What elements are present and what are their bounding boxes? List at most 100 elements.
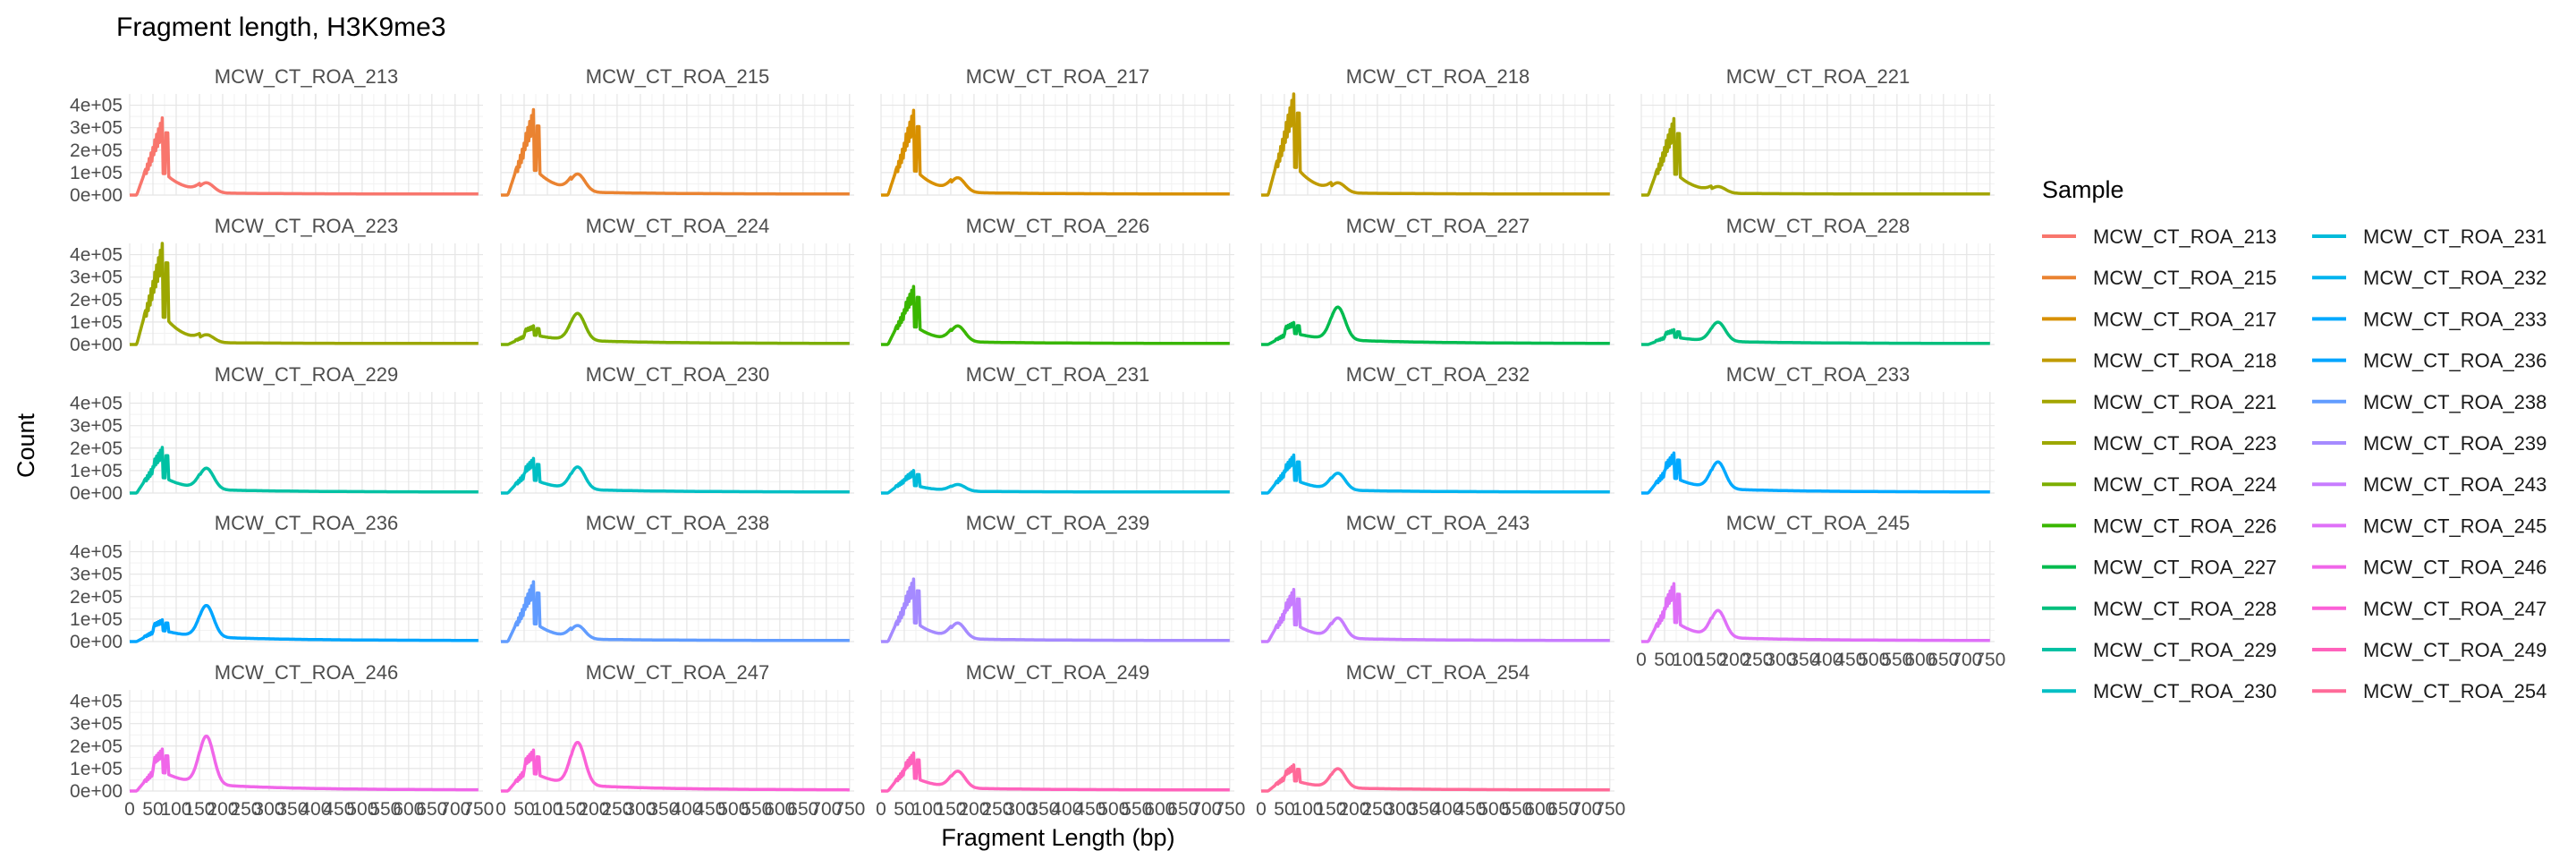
facet-strip-label: MCW_CT_ROA_224 <box>586 215 769 237</box>
panel-background <box>1261 690 1614 791</box>
facet-panel: MCW_CT_ROA_217 <box>880 65 1234 197</box>
legend-title: Sample <box>2042 176 2124 203</box>
facet-panel: MCW_CT_ROA_247 <box>500 661 854 793</box>
x-tick-label: 150 <box>1315 799 1346 820</box>
panel-background <box>1261 392 1614 493</box>
x-tick-label: 550 <box>1501 799 1532 820</box>
panel-background <box>501 690 854 791</box>
x-tick-label: 350 <box>1788 650 1819 670</box>
y-tick-label: 4e+05 <box>70 692 123 712</box>
facet-panel: MCW_CT_ROA_230 <box>500 363 854 495</box>
x-tick-label: 750 <box>834 799 865 820</box>
legend-label: MCW_CT_ROA_233 <box>2363 308 2546 330</box>
legend-item: MCW_CT_ROA_245 <box>2312 515 2546 537</box>
x-tick-label: 650 <box>1928 650 1959 670</box>
legend-label: MCW_CT_ROA_254 <box>2363 680 2546 702</box>
legend-item: MCW_CT_ROA_230 <box>2042 680 2276 702</box>
facet-panel: MCW_CT_ROA_221 <box>1640 65 1995 197</box>
legend-label: MCW_CT_ROA_213 <box>2093 225 2276 248</box>
legend-label: MCW_CT_ROA_249 <box>2363 639 2546 661</box>
x-tick-label: 500 <box>717 799 749 820</box>
panel-background <box>1641 392 1995 493</box>
y-tick-label: 3e+05 <box>70 118 123 139</box>
series-line <box>500 311 851 346</box>
facet-strip-label: MCW_CT_ROA_243 <box>1346 512 1530 534</box>
x-tick-label: 450 <box>694 799 725 820</box>
x-tick-label: 600 <box>1144 799 1175 820</box>
series-line <box>129 116 479 197</box>
x-tick-label: 650 <box>787 799 818 820</box>
y-tick-label: 4e+05 <box>70 394 123 414</box>
panel-background <box>501 243 854 344</box>
facet-strip-label: MCW_CT_ROA_254 <box>1346 661 1530 684</box>
facet-strip-label: MCW_CT_ROA_236 <box>215 512 398 534</box>
x-tick-label: 400 <box>671 799 702 820</box>
legend-label: MCW_CT_ROA_215 <box>2093 267 2276 289</box>
x-tick-label: 50 <box>1654 650 1674 670</box>
legend-label: MCW_CT_ROA_231 <box>2363 225 2546 248</box>
x-tick-label: 450 <box>1835 650 1866 670</box>
x-axis-title: Fragment Length (bp) <box>941 824 1174 851</box>
facet-strip-label: MCW_CT_ROA_226 <box>966 215 1149 237</box>
facet-strip-label: MCW_CT_ROA_230 <box>586 363 769 386</box>
x-tick-label: 100 <box>1672 650 1703 670</box>
x-tick-label: 250 <box>1361 799 1393 820</box>
panel-background <box>1261 540 1614 642</box>
x-tick-label: 100 <box>911 799 943 820</box>
series-line <box>1260 587 1611 643</box>
x-tick-label: 550 <box>1121 799 1152 820</box>
y-tick-label: 2e+05 <box>70 438 123 459</box>
x-tick-label: 700 <box>1191 799 1222 820</box>
facet-strip-label: MCW_CT_ROA_239 <box>966 512 1149 534</box>
series-line <box>880 108 1231 197</box>
facet-strip-label: MCW_CT_ROA_245 <box>1726 512 1910 534</box>
legend-item: MCW_CT_ROA_247 <box>2312 598 2546 620</box>
legend-item: MCW_CT_ROA_236 <box>2312 350 2546 372</box>
x-tick-label: 750 <box>462 799 494 820</box>
facet-panel: MCW_CT_ROA_226 <box>880 215 1234 346</box>
legend-label: MCW_CT_ROA_236 <box>2363 350 2546 372</box>
facet-strip-label: MCW_CT_ROA_246 <box>215 661 398 684</box>
panel-background <box>881 392 1234 493</box>
legend-item: MCW_CT_ROA_249 <box>2312 639 2546 661</box>
legend-item: MCW_CT_ROA_246 <box>2312 557 2546 579</box>
x-tick-label: 750 <box>1594 799 1625 820</box>
legend-label: MCW_CT_ROA_224 <box>2093 473 2276 496</box>
facet-strip-label: MCW_CT_ROA_247 <box>586 661 769 684</box>
facet-strip-label: MCW_CT_ROA_232 <box>1346 363 1530 386</box>
x-tick-label: 600 <box>1524 799 1555 820</box>
facet-panel: MCW_CT_ROA_239 <box>880 512 1234 643</box>
x-tick-label: 450 <box>1454 799 1486 820</box>
x-tick-label: 550 <box>741 799 772 820</box>
facet-panel: MCW_CT_ROA_227 <box>1260 215 1614 346</box>
x-tick-label: 700 <box>1571 799 1602 820</box>
facet-strip-label: MCW_CT_ROA_215 <box>586 65 769 88</box>
facet-strip-label: MCW_CT_ROA_227 <box>1346 215 1530 237</box>
series-line <box>129 603 479 643</box>
legend-item: MCW_CT_ROA_229 <box>2042 639 2276 661</box>
x-tick-label: 100 <box>1292 799 1323 820</box>
x-tick-label: 300 <box>624 799 656 820</box>
panel-background <box>881 690 1234 791</box>
legend-label: MCW_CT_ROA_226 <box>2093 515 2276 537</box>
facet-strip-label: MCW_CT_ROA_233 <box>1726 363 1910 386</box>
x-tick-label: 250 <box>601 799 632 820</box>
legend-item: MCW_CT_ROA_254 <box>2312 680 2546 702</box>
legend-item: MCW_CT_ROA_238 <box>2312 391 2546 413</box>
legend-item: MCW_CT_ROA_217 <box>2042 308 2276 330</box>
y-tick-label: 3e+05 <box>70 714 123 735</box>
x-tick-label: 650 <box>1167 799 1199 820</box>
x-tick-label: 50 <box>894 799 914 820</box>
x-tick-label: 100 <box>531 799 563 820</box>
legend-label: MCW_CT_ROA_238 <box>2363 391 2546 413</box>
legend-item: MCW_CT_ROA_228 <box>2042 598 2276 620</box>
legend-item: MCW_CT_ROA_243 <box>2312 473 2546 496</box>
y-tick-label: 3e+05 <box>70 416 123 437</box>
y-tick-label: 1e+05 <box>70 759 123 779</box>
facet-strip-label: MCW_CT_ROA_249 <box>966 661 1149 684</box>
panel-background <box>1261 94 1614 195</box>
series-line <box>1260 763 1611 793</box>
y-axis-title: Count <box>13 412 39 478</box>
facet-strip-label: MCW_CT_ROA_231 <box>966 363 1149 386</box>
